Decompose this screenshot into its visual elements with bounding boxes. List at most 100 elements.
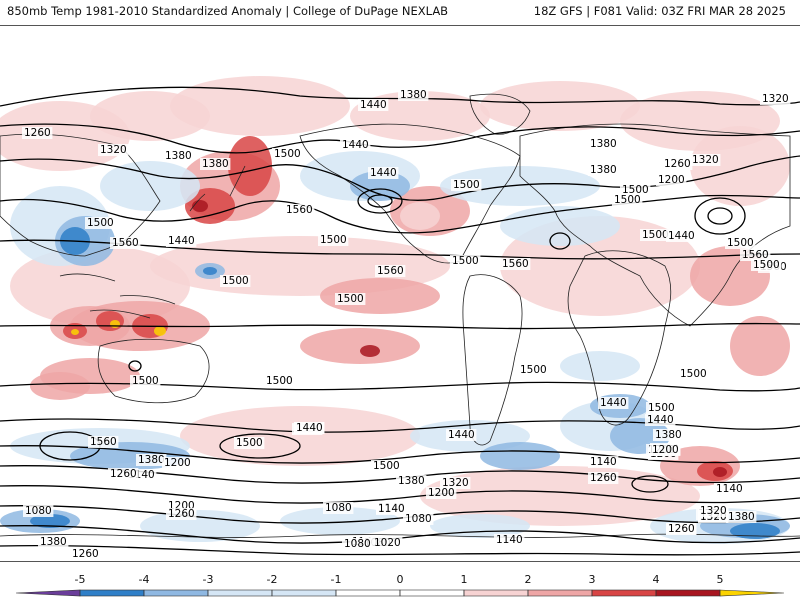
contour-label: 1500	[236, 437, 263, 449]
colorbar-tick-label: -1	[331, 573, 342, 586]
contour-label: 1380	[202, 158, 229, 170]
contour-label: 1380	[590, 164, 617, 176]
contour-label: 1380	[590, 138, 617, 150]
contour-label-bg	[234, 437, 265, 449]
contour-label-bg	[163, 150, 194, 162]
contour-label-bg	[368, 167, 399, 179]
contour-label: 1140	[590, 456, 617, 468]
contour-label-bg	[588, 138, 619, 150]
contour-label: 1500	[520, 364, 547, 376]
contour-label: 1320	[100, 144, 127, 156]
contour-label: 1320	[692, 154, 719, 166]
contour-label: 1140	[378, 503, 405, 515]
contour-label-bg	[85, 217, 116, 229]
contour-label-bg	[108, 468, 139, 480]
contour-label-bg	[653, 429, 684, 441]
contour-label-bg	[323, 502, 354, 514]
contour-label: 1080	[325, 502, 352, 514]
contour-label: 1500	[452, 255, 479, 267]
contour-label-bg	[372, 537, 403, 549]
contour-label-bg	[375, 265, 406, 277]
contour-label: 1440	[296, 422, 323, 434]
contour-label: 1500	[132, 375, 159, 387]
contour-label-bg	[714, 483, 745, 495]
contour-label: 1260	[668, 523, 695, 535]
contour-label: 1140	[716, 483, 743, 495]
contour-label-bg	[494, 534, 525, 546]
contour-label-bg	[220, 275, 251, 287]
contour-label-bg	[358, 99, 389, 111]
contour-label-bg	[130, 375, 161, 387]
contour-label-bg	[342, 538, 373, 550]
contour-label: 1500	[222, 275, 249, 287]
contour-label-bg	[376, 503, 407, 515]
contour-label: 1140	[496, 534, 523, 546]
contour-label: 1560	[286, 204, 313, 216]
contour-label: 1380	[398, 475, 425, 487]
colorbar-end-right	[719, 589, 785, 597]
anomaly-map[interactable]: 1380 1440 1320 1260 1320 1380 1380 1500 1440 1380…	[0, 25, 800, 562]
contour-label: 1380	[400, 89, 427, 101]
colorbar-tick-label: -3	[203, 573, 214, 586]
contour-label: 1200	[164, 457, 191, 469]
contour-label-bg	[264, 375, 295, 387]
contour-label-bg	[725, 237, 756, 249]
colorbar-segment	[527, 589, 593, 597]
contour-label-bg	[136, 454, 167, 466]
colorbar-tick-label: 0	[397, 573, 404, 586]
contour-label: 1020	[374, 537, 401, 549]
contour-label-bg	[740, 249, 771, 261]
contour-label-bg	[318, 234, 349, 246]
contour-label-bg	[22, 127, 53, 139]
contour-label-bg	[23, 505, 54, 517]
contour-label: 1500	[266, 375, 293, 387]
contour-label: 1440	[448, 429, 475, 441]
contour-label: 1560	[90, 436, 117, 448]
contour-label: 1260	[168, 508, 195, 520]
contour-label-bg	[588, 472, 619, 484]
colorbar-tick-labels: -5 -4 -3 -2 -1 0 1 2 3 4 5	[75, 573, 724, 586]
contour-label-bg	[645, 414, 676, 426]
contour-label-bg	[666, 230, 697, 242]
contour-label: 1500	[753, 259, 780, 271]
contour-label: 1080	[344, 538, 371, 550]
contour-label-bg	[451, 179, 482, 191]
colorbar-tick-label: -4	[139, 573, 150, 586]
contour-label-bg	[446, 429, 477, 441]
contour-label: 1080	[405, 513, 432, 525]
contour-label: 1560	[502, 258, 529, 270]
contour-label: 1200	[652, 444, 679, 456]
contour-label: 1500	[337, 293, 364, 305]
colorbar-legend: -5 -4 -3 -2 -1 0 1 2 3 4 5	[0, 568, 800, 600]
contour-label-bg	[162, 457, 193, 469]
contour-label: 1260	[590, 472, 617, 484]
contour-label-bg	[371, 460, 402, 472]
contour-label: 1500	[727, 237, 754, 249]
colorbar-tick-label: 5	[717, 573, 724, 586]
contour-label: 1440	[360, 99, 387, 111]
contour-label-bg	[294, 422, 325, 434]
contour-label-bg	[666, 523, 697, 535]
contour-label: 1380	[655, 429, 682, 441]
contour-label-bg	[678, 368, 709, 380]
contour-label: 1260	[72, 548, 99, 560]
contour-label: 1380	[40, 536, 67, 548]
contour-label: 1500	[373, 460, 400, 472]
contour-label-bg	[588, 164, 619, 176]
contour-label: 1440	[342, 139, 369, 151]
contour-label: 1500	[680, 368, 707, 380]
contour-label: 1260	[110, 468, 137, 480]
contour-label: 1560	[377, 265, 404, 277]
colorbar-segment	[207, 589, 273, 597]
contour-label-bg	[650, 444, 681, 456]
contour-label-bg	[396, 475, 427, 487]
contour-label-bg	[656, 174, 687, 186]
contour-label: 1200	[658, 174, 685, 186]
colorbar-segment	[655, 589, 721, 597]
contour-label-bg	[166, 508, 197, 520]
contour-label: 1500	[87, 217, 114, 229]
contour-label: 1320	[442, 477, 469, 489]
contour-label-bg	[662, 158, 693, 170]
contour-label-bg	[398, 89, 429, 101]
contour-label: 1500	[648, 402, 675, 414]
